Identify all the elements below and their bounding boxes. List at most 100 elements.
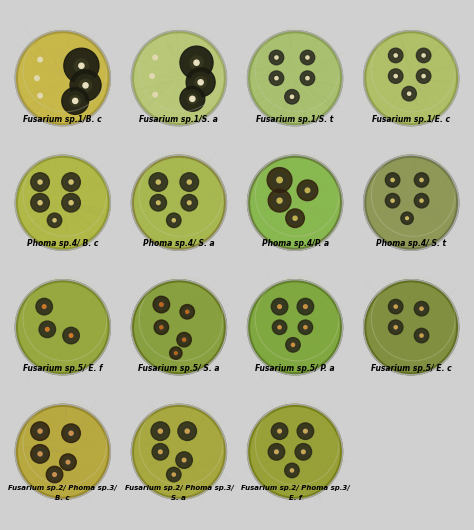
Circle shape bbox=[422, 54, 425, 57]
Circle shape bbox=[158, 429, 163, 433]
Circle shape bbox=[416, 69, 431, 83]
Text: Fusarium sp.5/ P. a: Fusarium sp.5/ P. a bbox=[255, 364, 335, 373]
Circle shape bbox=[66, 428, 76, 438]
Circle shape bbox=[156, 180, 160, 184]
Circle shape bbox=[394, 305, 397, 308]
Circle shape bbox=[286, 209, 304, 227]
Circle shape bbox=[18, 158, 107, 247]
Circle shape bbox=[297, 298, 314, 315]
Circle shape bbox=[300, 50, 315, 65]
Circle shape bbox=[389, 197, 397, 205]
Circle shape bbox=[268, 189, 291, 212]
Circle shape bbox=[389, 69, 403, 83]
Circle shape bbox=[187, 201, 191, 205]
Circle shape bbox=[301, 450, 305, 454]
Circle shape bbox=[385, 173, 400, 187]
Circle shape bbox=[135, 158, 223, 247]
Circle shape bbox=[150, 74, 155, 78]
Circle shape bbox=[299, 447, 308, 456]
Circle shape bbox=[273, 195, 286, 207]
Circle shape bbox=[300, 71, 315, 85]
Circle shape bbox=[38, 57, 42, 62]
Circle shape bbox=[35, 198, 45, 208]
Text: E. f: E. f bbox=[289, 495, 301, 501]
Circle shape bbox=[31, 173, 49, 191]
Circle shape bbox=[178, 422, 197, 440]
Circle shape bbox=[187, 180, 191, 184]
Circle shape bbox=[247, 280, 343, 375]
Circle shape bbox=[272, 447, 281, 456]
Text: Fusarium sp.5/ E. c: Fusarium sp.5/ E. c bbox=[371, 364, 452, 373]
Circle shape bbox=[69, 201, 73, 205]
Circle shape bbox=[36, 298, 53, 315]
Circle shape bbox=[293, 216, 297, 220]
Circle shape bbox=[66, 177, 76, 187]
Circle shape bbox=[392, 51, 400, 59]
Circle shape bbox=[153, 177, 164, 187]
Circle shape bbox=[15, 404, 110, 499]
Text: S. a: S. a bbox=[172, 495, 186, 501]
Circle shape bbox=[391, 179, 394, 182]
Circle shape bbox=[303, 54, 311, 61]
Circle shape bbox=[385, 193, 400, 208]
Circle shape bbox=[157, 300, 166, 309]
Circle shape bbox=[186, 310, 189, 313]
Circle shape bbox=[131, 404, 227, 499]
Circle shape bbox=[83, 83, 88, 88]
Circle shape bbox=[251, 408, 339, 496]
Circle shape bbox=[367, 34, 456, 122]
Circle shape bbox=[273, 54, 281, 61]
Circle shape bbox=[152, 444, 169, 460]
Circle shape bbox=[392, 323, 400, 331]
Circle shape bbox=[405, 90, 413, 98]
Text: Phoma sp.4/P. a: Phoma sp.4/P. a bbox=[262, 240, 328, 248]
Circle shape bbox=[251, 34, 339, 122]
Circle shape bbox=[150, 195, 166, 211]
Circle shape bbox=[155, 426, 165, 436]
Text: Fusarium sp.1/E. c: Fusarium sp.1/E. c bbox=[372, 115, 450, 123]
Circle shape bbox=[186, 68, 215, 97]
Circle shape bbox=[38, 93, 42, 98]
Circle shape bbox=[35, 76, 39, 81]
Circle shape bbox=[394, 325, 397, 329]
Circle shape bbox=[180, 173, 199, 191]
Circle shape bbox=[135, 283, 223, 372]
Circle shape bbox=[170, 216, 178, 224]
Circle shape bbox=[288, 93, 296, 101]
Circle shape bbox=[420, 199, 423, 202]
Circle shape bbox=[183, 308, 191, 316]
Circle shape bbox=[247, 155, 343, 250]
Circle shape bbox=[267, 167, 292, 192]
Circle shape bbox=[401, 212, 413, 224]
Circle shape bbox=[288, 466, 296, 474]
Circle shape bbox=[170, 471, 178, 479]
Circle shape bbox=[38, 452, 42, 456]
Circle shape bbox=[247, 31, 343, 126]
Circle shape bbox=[364, 31, 459, 126]
Circle shape bbox=[306, 76, 309, 80]
Circle shape bbox=[172, 219, 175, 222]
Circle shape bbox=[182, 458, 186, 462]
Circle shape bbox=[151, 422, 170, 440]
Circle shape bbox=[185, 198, 194, 207]
Circle shape bbox=[66, 92, 85, 110]
Circle shape bbox=[69, 431, 73, 435]
Circle shape bbox=[66, 331, 76, 340]
Circle shape bbox=[153, 296, 170, 313]
Circle shape bbox=[278, 325, 281, 329]
Circle shape bbox=[364, 155, 459, 250]
Circle shape bbox=[166, 467, 181, 482]
Text: Phoma sp.4/ B. c: Phoma sp.4/ B. c bbox=[27, 240, 99, 248]
Circle shape bbox=[79, 79, 92, 92]
Circle shape bbox=[292, 343, 294, 347]
Circle shape bbox=[73, 99, 78, 103]
Circle shape bbox=[306, 56, 309, 59]
Circle shape bbox=[301, 323, 310, 331]
Circle shape bbox=[180, 86, 205, 111]
Circle shape bbox=[176, 452, 192, 469]
Circle shape bbox=[156, 447, 165, 456]
Circle shape bbox=[392, 72, 400, 80]
Circle shape bbox=[364, 280, 459, 375]
Circle shape bbox=[367, 283, 456, 372]
Circle shape bbox=[191, 72, 211, 92]
